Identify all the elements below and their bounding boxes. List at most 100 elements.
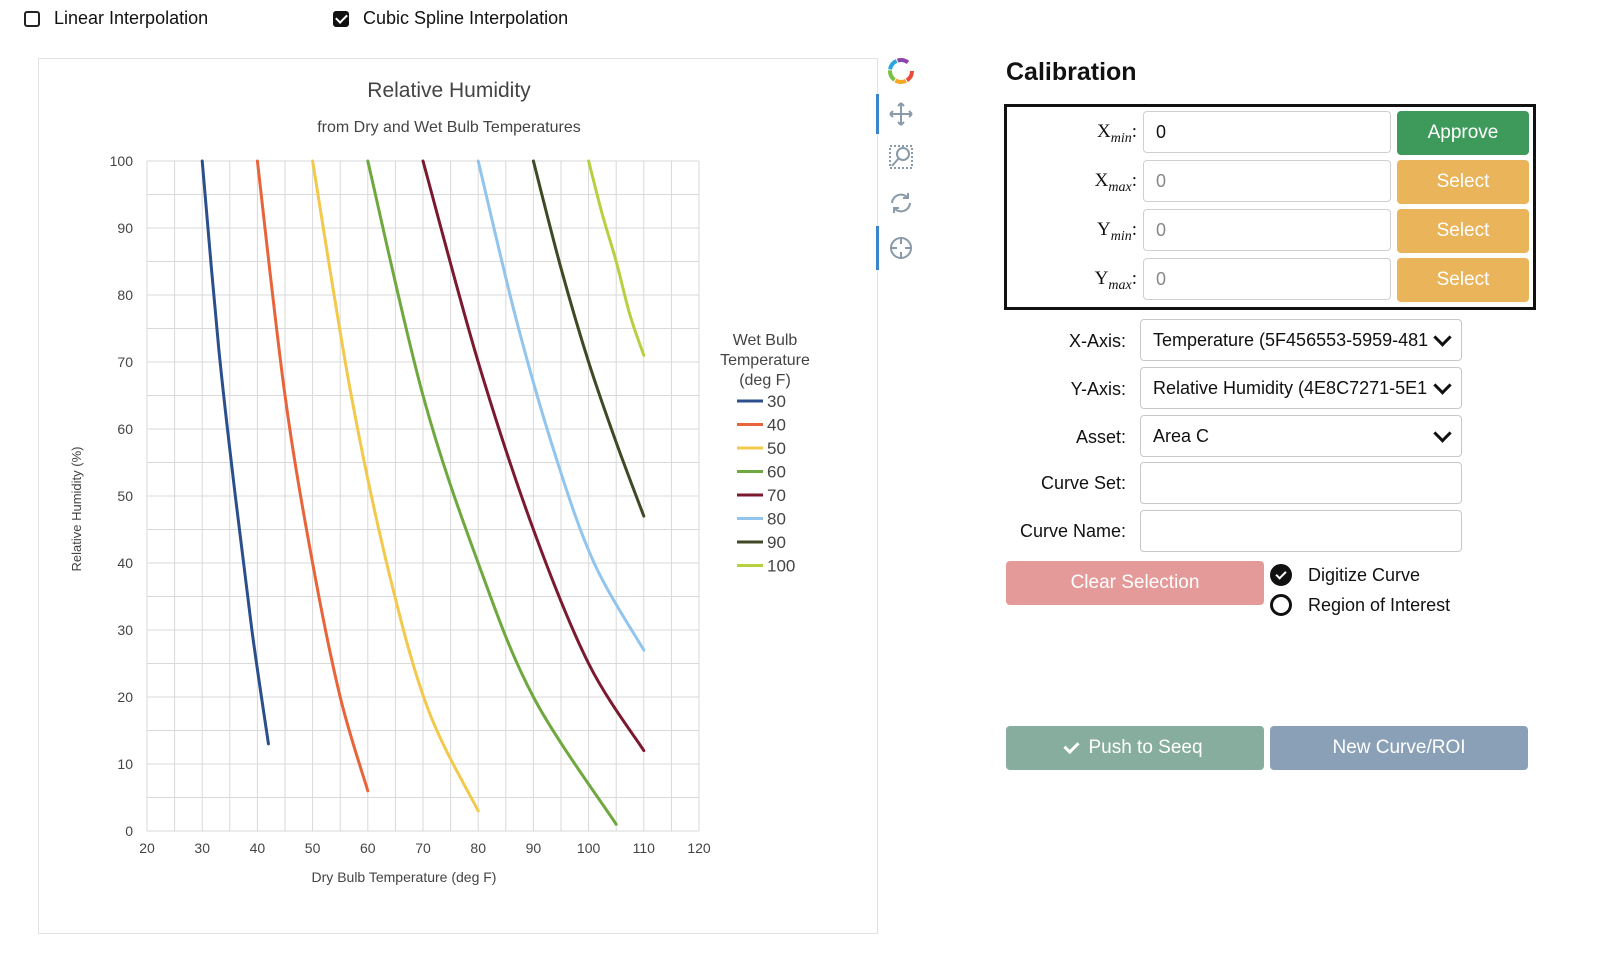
y-tick-label: 90 — [117, 220, 133, 236]
chart-ticks: 20 30 40 50 60 70 80 90 100 110 120 0 10 20 30 40 50 60 70… — [110, 153, 711, 856]
xmax-select-button[interactable]: Select — [1397, 160, 1529, 204]
chart-subtitle: from Dry and Wet Bulb Temperatures — [317, 119, 581, 136]
digitize-curve-radio[interactable] — [1270, 564, 1292, 586]
y-tick-label: 20 — [117, 689, 133, 705]
push-to-seeq-button[interactable]: Push to Seeq — [1006, 726, 1264, 770]
push-to-seeq-label: Push to Seeq — [1088, 737, 1203, 758]
chevron-down-icon — [1433, 423, 1452, 443]
legend-label-60: 60 — [767, 463, 786, 482]
xmin-label-sub: min — [1110, 130, 1132, 146]
crosshair-icon[interactable] — [888, 235, 914, 261]
series-line-30 — [200, 159, 270, 746]
chart-title: Relative Humidity — [367, 79, 531, 102]
y-axis-label: Relative Humidity (%) — [69, 447, 84, 572]
clear-selection-button[interactable]: Clear Selection — [1006, 561, 1264, 605]
x-axis-label: Dry Bulb Temperature (deg F) — [312, 869, 497, 885]
y-tick-label: 50 — [117, 488, 133, 504]
xmin-input[interactable] — [1143, 111, 1391, 153]
calibration-row-xmax: Xmax: Select — [1007, 160, 1533, 204]
y-axis-field-label: Y-Axis: — [1070, 379, 1126, 399]
x-tick-label: 120 — [687, 840, 711, 856]
legend-title-line-3: (deg F) — [739, 372, 791, 389]
calibration-row-ymax: Ymax: Select — [1007, 258, 1533, 302]
chevron-down-icon — [1433, 375, 1452, 395]
y-tick-label: 70 — [117, 354, 133, 370]
calibration-row-xmin: Xmin: Approve — [1007, 111, 1533, 155]
y-axis-select[interactable]: Relative Humidity (4E8C7271-5E1 — [1140, 367, 1462, 409]
ymin-select-button[interactable]: Select — [1397, 209, 1529, 253]
x-tick-label: 50 — [305, 840, 321, 856]
series-line-70 — [421, 159, 646, 753]
region-of-interest-option[interactable]: Region of Interest — [1270, 594, 1450, 616]
logo-icon[interactable] — [888, 58, 914, 84]
relative-humidity-chart[interactable]: Relative Humidity from Dry and Wet Bulb … — [39, 59, 877, 933]
y-tick-label: 0 — [125, 823, 133, 839]
series-line-90 — [531, 159, 646, 518]
ymax-input[interactable] — [1143, 258, 1391, 300]
legend-label-70: 70 — [767, 486, 786, 505]
move-icon[interactable] — [888, 101, 914, 127]
linear-interpolation-label: Linear Interpolation — [54, 8, 209, 28]
legend-label-100: 100 — [767, 557, 795, 576]
cubic-spline-label: Cubic Spline Interpolation — [363, 8, 569, 28]
digitize-curve-label: Digitize Curve — [1308, 564, 1421, 585]
ymax-label: Ymax: — [1094, 268, 1137, 293]
chevron-down-icon — [1433, 327, 1452, 347]
curve-name-input[interactable] — [1140, 510, 1462, 552]
cubic-spline-checkbox[interactable] — [333, 10, 349, 27]
series-line-40 — [255, 159, 370, 793]
asset-select-value: Area C — [1153, 425, 1210, 446]
x-axis-field-label: X-Axis: — [1068, 331, 1126, 351]
xmax-label-sub: max — [1108, 179, 1132, 195]
y-tick-label: 80 — [117, 287, 133, 303]
linear-interpolation-checkbox[interactable] — [24, 10, 40, 27]
legend-title-line-1: Wet Bulb — [733, 332, 798, 349]
legend-label-50: 50 — [767, 439, 786, 458]
x-tick-label: 60 — [360, 840, 376, 856]
crosshair-tool-active-indicator — [876, 226, 879, 270]
x-tick-label: 20 — [139, 840, 155, 856]
ymin-label: Ymin: — [1096, 219, 1137, 244]
series-line-60 — [366, 159, 618, 826]
cubic-spline-option[interactable]: Cubic Spline Interpolation — [333, 8, 568, 29]
region-of-interest-label: Region of Interest — [1308, 594, 1451, 615]
new-curve-roi-button[interactable]: New Curve/ROI — [1270, 726, 1528, 770]
y-tick-label: 40 — [117, 555, 133, 571]
linear-interpolation-option[interactable]: Linear Interpolation — [24, 8, 208, 29]
x-axis-select[interactable]: Temperature (5F456553-5959-481 — [1140, 319, 1462, 361]
x-tick-label: 80 — [470, 840, 486, 856]
xmax-input[interactable] — [1143, 160, 1391, 202]
region-of-interest-radio[interactable] — [1270, 594, 1292, 616]
series-line-80 — [476, 159, 646, 652]
y-tick-label: 10 — [117, 756, 133, 772]
chart-image-panel[interactable]: Relative Humidity from Dry and Wet Bulb … — [38, 58, 878, 934]
curve-set-field-label: Curve Set: — [1040, 473, 1126, 493]
chart-legend: Wet Bulb Temperature (deg F) 30 40 50 60 70 8… — [720, 332, 810, 576]
series-line-50 — [311, 159, 480, 813]
y-axis-select-value: Relative Humidity (4E8C7271-5E1 — [1153, 377, 1428, 398]
x-tick-label: 30 — [194, 840, 210, 856]
curve-name-field-label: Curve Name: — [1019, 521, 1126, 541]
x-tick-label: 40 — [250, 840, 266, 856]
y-tick-label: 30 — [117, 622, 133, 638]
x-axis-select-value: Temperature (5F456553-5959-481 — [1153, 329, 1428, 350]
legend-label-30: 30 — [767, 392, 786, 411]
x-tick-label: 100 — [577, 840, 601, 856]
xmin-label-main: X — [1096, 121, 1111, 142]
ymin-input[interactable] — [1143, 209, 1391, 251]
ymax-select-button[interactable]: Select — [1397, 258, 1529, 302]
xmax-label-main: X — [1094, 170, 1109, 191]
y-tick-label: 60 — [117, 421, 133, 437]
x-tick-label: 70 — [415, 840, 431, 856]
approve-button[interactable]: Approve — [1397, 111, 1529, 155]
legend-label-80: 80 — [767, 510, 786, 529]
chart-grid — [146, 160, 700, 832]
move-tool-active-indicator — [876, 94, 879, 134]
reset-icon[interactable] — [888, 190, 914, 216]
digitize-curve-option[interactable]: Digitize Curve — [1270, 564, 1420, 586]
zoom-icon[interactable] — [888, 144, 914, 170]
curve-set-input[interactable] — [1140, 462, 1462, 504]
ymax-label-main: Y — [1094, 268, 1109, 289]
calibration-row-ymin: Ymin: Select — [1007, 209, 1533, 253]
asset-select[interactable]: Area C — [1140, 415, 1462, 457]
